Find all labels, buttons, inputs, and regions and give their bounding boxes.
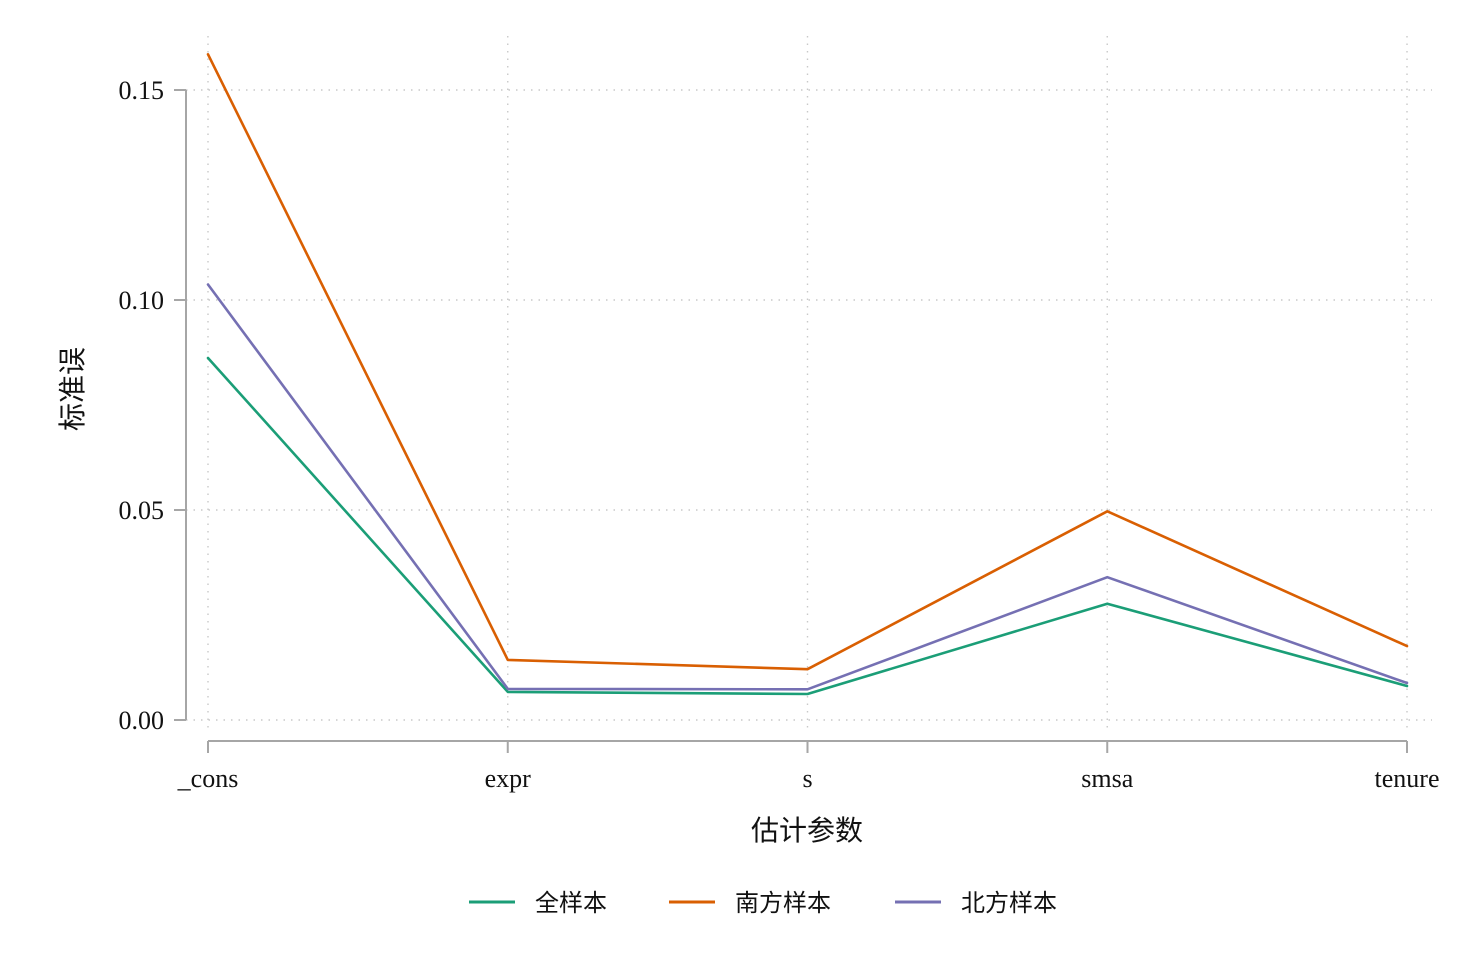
y-tick-label: 0.05 <box>119 496 165 525</box>
legend-label: 北方样本 <box>961 889 1057 917</box>
axes <box>174 89 1408 753</box>
x-tick-label: expr <box>485 764 532 793</box>
y-axis-title: 标准误 <box>56 347 89 431</box>
x-tick-label: _cons <box>177 764 239 793</box>
series-line <box>206 52 1409 671</box>
y-tick-label: 0.15 <box>119 76 165 105</box>
y-tick-label: 0.10 <box>119 286 165 315</box>
legend-label: 南方样本 <box>735 889 831 917</box>
grid <box>186 36 1432 728</box>
legend: 全样本 南方样本 北方样本 <box>469 889 1057 917</box>
x-tick-label: s <box>802 764 812 793</box>
y-tick-label: 0.00 <box>119 706 165 735</box>
legend-label: 全样本 <box>535 889 607 917</box>
x-tick-label: smsa <box>1081 764 1133 793</box>
x-axis-title: 估计参数 <box>751 814 863 847</box>
series-line <box>206 283 1409 691</box>
tick-labels: 0.00 0.05 0.10 0.15 _cons expr s smsa tenure <box>119 76 1440 793</box>
series-line <box>206 356 1409 696</box>
series <box>206 52 1409 696</box>
x-tick-label: tenure <box>1375 764 1440 793</box>
